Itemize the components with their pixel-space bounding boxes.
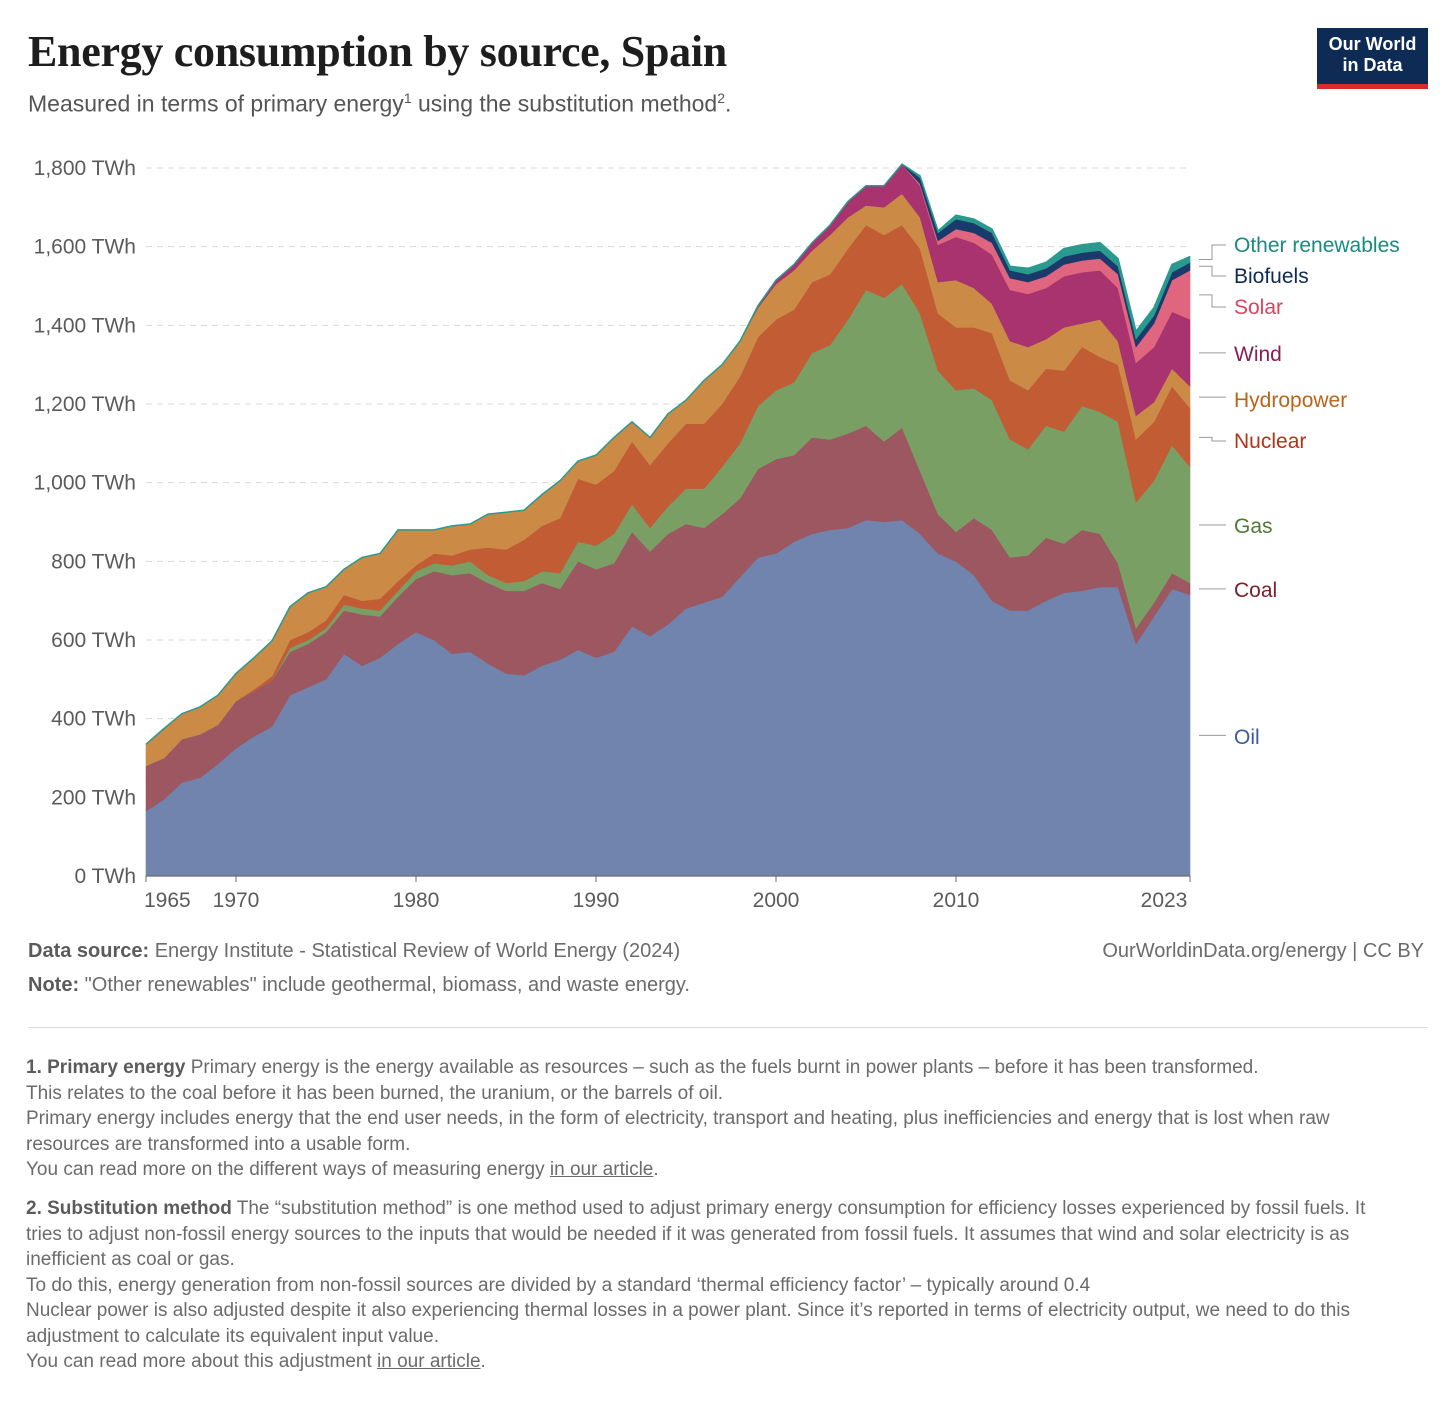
legend-connector <box>1199 436 1226 442</box>
legend-connector <box>1199 265 1226 277</box>
legend-label-wind[interactable]: Wind <box>1234 343 1282 366</box>
subtitle-text: Measured in terms of primary energy <box>28 90 404 117</box>
x-tick-label: 2000 <box>753 889 800 912</box>
x-tick-label: 1980 <box>393 889 440 912</box>
legend-connector <box>1199 294 1226 308</box>
footnote-2-line-4: You can read more about this adjustment <box>26 1351 378 1372</box>
chart-note: Note: "Other renewables" include geother… <box>28 974 690 997</box>
footnote-1-line-4: You can read more on the different ways … <box>26 1159 550 1180</box>
footnote-2-title: 2. Substitution method <box>26 1198 232 1219</box>
footnote-2-end: . <box>480 1351 486 1372</box>
source-url[interactable]: OurWorldinData.org/energy | CC BY <box>1102 940 1424 962</box>
footnote-1-link[interactable]: in our article <box>549 1159 654 1180</box>
footnote-2-line-2: To do this, energy generation from non-f… <box>26 1274 1091 1296</box>
footnote-2-line-3: Nuclear power is also adjusted despite i… <box>26 1300 1351 1347</box>
legend-label-oil[interactable]: Oil <box>1234 726 1260 749</box>
legend-label-biofuels[interactable]: Biofuels <box>1234 265 1309 288</box>
subtitle-text-end: . <box>725 90 732 117</box>
divider <box>28 1027 1428 1028</box>
y-tick-label: 800 TWh <box>51 550 136 573</box>
owid-logo[interactable]: Our World in Data <box>1317 28 1428 89</box>
y-tick-label: 1,200 TWh <box>34 393 136 416</box>
total-outline <box>145 163 1191 745</box>
x-tick-label: 2023 <box>1141 889 1188 912</box>
y-tick-label: 1,400 TWh <box>34 314 136 337</box>
y-tick-label: 400 TWh <box>51 708 136 731</box>
footnote-ref-2[interactable]: 2 <box>717 90 725 106</box>
footnote-1-text: Primary energy is the energy available a… <box>185 1057 1259 1078</box>
legend-label-other-renewables[interactable]: Other renewables <box>1234 234 1400 257</box>
footnote-1-line-2: This relates to the coal before it has b… <box>26 1082 724 1104</box>
footnote-1-line-3: Primary energy includes energy that the … <box>26 1108 1330 1155</box>
legend-label-coal[interactable]: Coal <box>1234 579 1277 602</box>
footnote-ref-1[interactable]: 1 <box>403 90 412 106</box>
area-series <box>145 163 1191 877</box>
logo-line-2: in Data <box>1342 55 1403 75</box>
footnote-2-link[interactable]: in our article <box>377 1351 481 1372</box>
legend-label-hydropower[interactable]: Hydropower <box>1234 389 1347 412</box>
y-tick-label: 200 TWh <box>51 786 136 809</box>
logo-line-1: Our World <box>1328 34 1417 54</box>
footnote-1-end: . <box>653 1159 659 1180</box>
legend-label-solar[interactable]: Solar <box>1234 296 1283 319</box>
footnote-2-text: The “substitution method” is one method … <box>26 1198 1366 1270</box>
chart-title: Energy consumption by source, Spain <box>28 27 727 76</box>
footnote-2: 2. Substitution method The “substitution… <box>26 1196 1406 1375</box>
subtitle-text-mid: using the substitution method <box>411 90 718 117</box>
x-tick-label: 1970 <box>213 889 260 912</box>
y-tick-label: 600 TWh <box>51 629 136 652</box>
x-tick-label: 1965 <box>144 889 191 912</box>
footnote-1-title: 1. Primary energy <box>26 1057 186 1078</box>
y-tick-label: 1,800 TWh <box>34 157 136 180</box>
source-label: Data source: <box>28 940 150 962</box>
x-axis: 1965 1970 1980 1990 2000 2010 2023 <box>144 875 1191 912</box>
y-tick-label: 1,000 TWh <box>34 472 136 495</box>
x-tick-label: 1990 <box>573 889 620 912</box>
stacked-area-chart[interactable]: 0 TWh 200 TWh 400 TWh 600 TWh 800 TWh 1,000 T… <box>0 140 1456 920</box>
legend-label-nuclear[interactable]: Nuclear <box>1234 430 1306 453</box>
legend: Oil Coal Gas Nuclear Hydropower Wind Solar Biof… <box>1199 234 1400 749</box>
chart-subtitle: Measured in terms of primary energy1 usi… <box>28 90 731 118</box>
footnote-1: 1. Primary energy Primary energy is the … <box>26 1055 1406 1183</box>
y-tick-label: 0 TWh <box>75 865 136 888</box>
data-source: Data source: Energy Institute - Statisti… <box>28 940 680 963</box>
legend-label-gas[interactable]: Gas <box>1234 515 1273 538</box>
x-tick-label: 2010 <box>933 889 980 912</box>
legend-connector <box>1199 244 1226 260</box>
source-text: Energy Institute - Statistical Review of… <box>149 940 681 962</box>
y-tick-label: 1,600 TWh <box>34 236 136 259</box>
y-axis: 0 TWh 200 TWh 400 TWh 600 TWh 800 TWh 1,000 T… <box>34 157 136 888</box>
note-label: Note: <box>28 974 80 996</box>
note-text: "Other renewables" include geothermal, b… <box>79 974 690 996</box>
